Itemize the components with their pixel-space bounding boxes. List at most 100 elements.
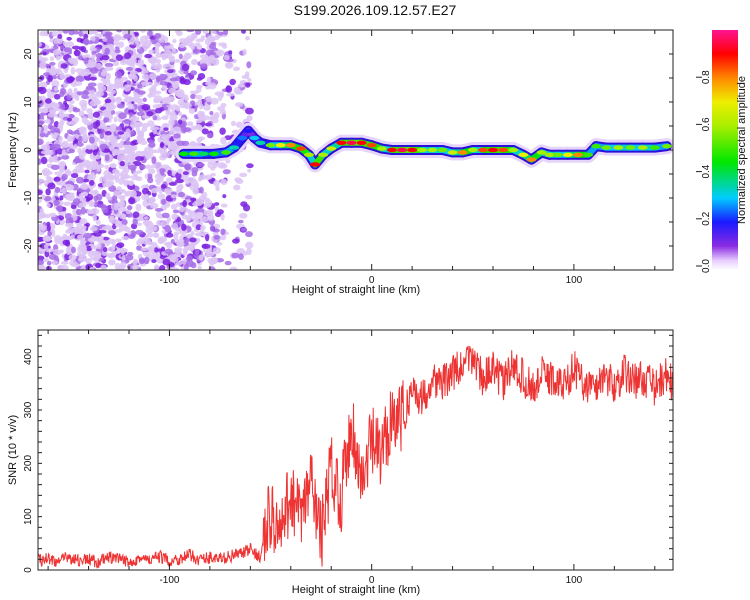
ridge-peak [336,140,347,145]
noise-dot [217,242,223,246]
noise-dot [194,42,201,47]
noise-dot [207,35,216,43]
ridge-peak [477,147,488,153]
noise-dot [154,264,160,270]
noise-dot [194,198,204,206]
noise-dot [63,201,72,206]
ridge-peak [188,151,199,157]
noise-dot [155,251,161,259]
noise-dot [200,225,206,231]
noise-dot [157,237,165,244]
noise-dot [72,133,79,138]
noise-dot [95,219,101,225]
noise-dot [66,117,72,122]
noise-dot [78,135,83,143]
noise-dot [80,183,89,191]
noise-dot [132,218,138,225]
noise-dot [236,90,243,95]
noise-dot [142,97,147,103]
noise-dot [118,41,124,48]
noise-dot [238,219,244,224]
noise-dot [62,233,68,240]
noise-dot [213,180,220,187]
noise-dot [194,248,200,256]
noise-dot [53,234,62,242]
noise-dot [218,42,227,47]
noise-dot [220,228,226,235]
ridge-peak [198,151,209,157]
noise-dot [57,264,65,270]
noise-dot [163,127,169,132]
noise-dot [190,93,196,100]
noise-dot [79,99,88,107]
noise-dot [205,95,212,103]
y-tick-label: -10 [23,190,34,205]
noise-dot [171,81,180,89]
noise-dot [124,159,129,167]
noise-dot [68,30,75,36]
noise-dot [123,84,132,92]
noise-dot [70,234,75,240]
noise-dot [45,266,52,270]
ridge-peak [178,151,189,157]
noise-dot [45,248,54,253]
noise-dot [159,154,167,161]
noise-dot [246,163,254,169]
noise-dot [205,251,210,258]
noise-dot [42,258,50,263]
noise-dot [92,142,98,150]
noise-dot [220,234,227,241]
noise-dot [64,168,71,176]
x-tick-label: -100 [159,575,179,586]
noise-dot [117,206,127,213]
noise-dot [156,75,161,83]
noise-dot [100,123,107,130]
noise-dot [45,98,52,104]
noise-dot [154,178,164,183]
noise-dot [132,258,138,266]
noise-dot [101,55,110,61]
noise-dot [231,252,240,259]
noise-dot [234,102,244,107]
noise-dot [158,73,168,80]
noise-dot [114,49,121,54]
noise-dot [136,135,142,142]
noise-dot [211,58,220,66]
noise-dot [91,96,96,103]
noise-dot [48,212,57,218]
noise-dot [109,138,116,146]
noise-dot [53,93,61,100]
ridge-peak [386,147,397,153]
noise-dot [149,202,159,209]
noise-dot [104,154,110,162]
noise-dot [168,87,177,94]
x-tick-label: 0 [369,275,375,286]
noise-dot [125,254,134,261]
ridge-peak [447,150,458,155]
noise-dot [137,59,145,65]
noise-dot [53,199,60,207]
noise-dot [163,106,169,111]
noise-dot [50,129,59,134]
noise-dot [183,102,192,110]
noise-dot [53,86,58,92]
noise-dot [62,30,69,34]
noise-dot [94,252,101,258]
noise-dot [182,63,190,72]
noise-dot [184,163,192,171]
noise-dot [102,80,107,85]
noise-dot [216,49,222,56]
noise-dot [81,116,88,124]
noise-dot [61,140,69,149]
noise-dot [39,107,48,113]
ridge-peak [346,140,357,145]
noise-dot [181,223,187,232]
noise-dot [171,213,178,221]
x-tick-label: -100 [159,275,179,286]
noise-dot [159,141,165,149]
noise-dot [148,49,155,55]
noise-dot [208,54,215,61]
noise-dot [75,176,85,184]
noise-dot [93,256,99,262]
noise-dot [186,255,193,262]
